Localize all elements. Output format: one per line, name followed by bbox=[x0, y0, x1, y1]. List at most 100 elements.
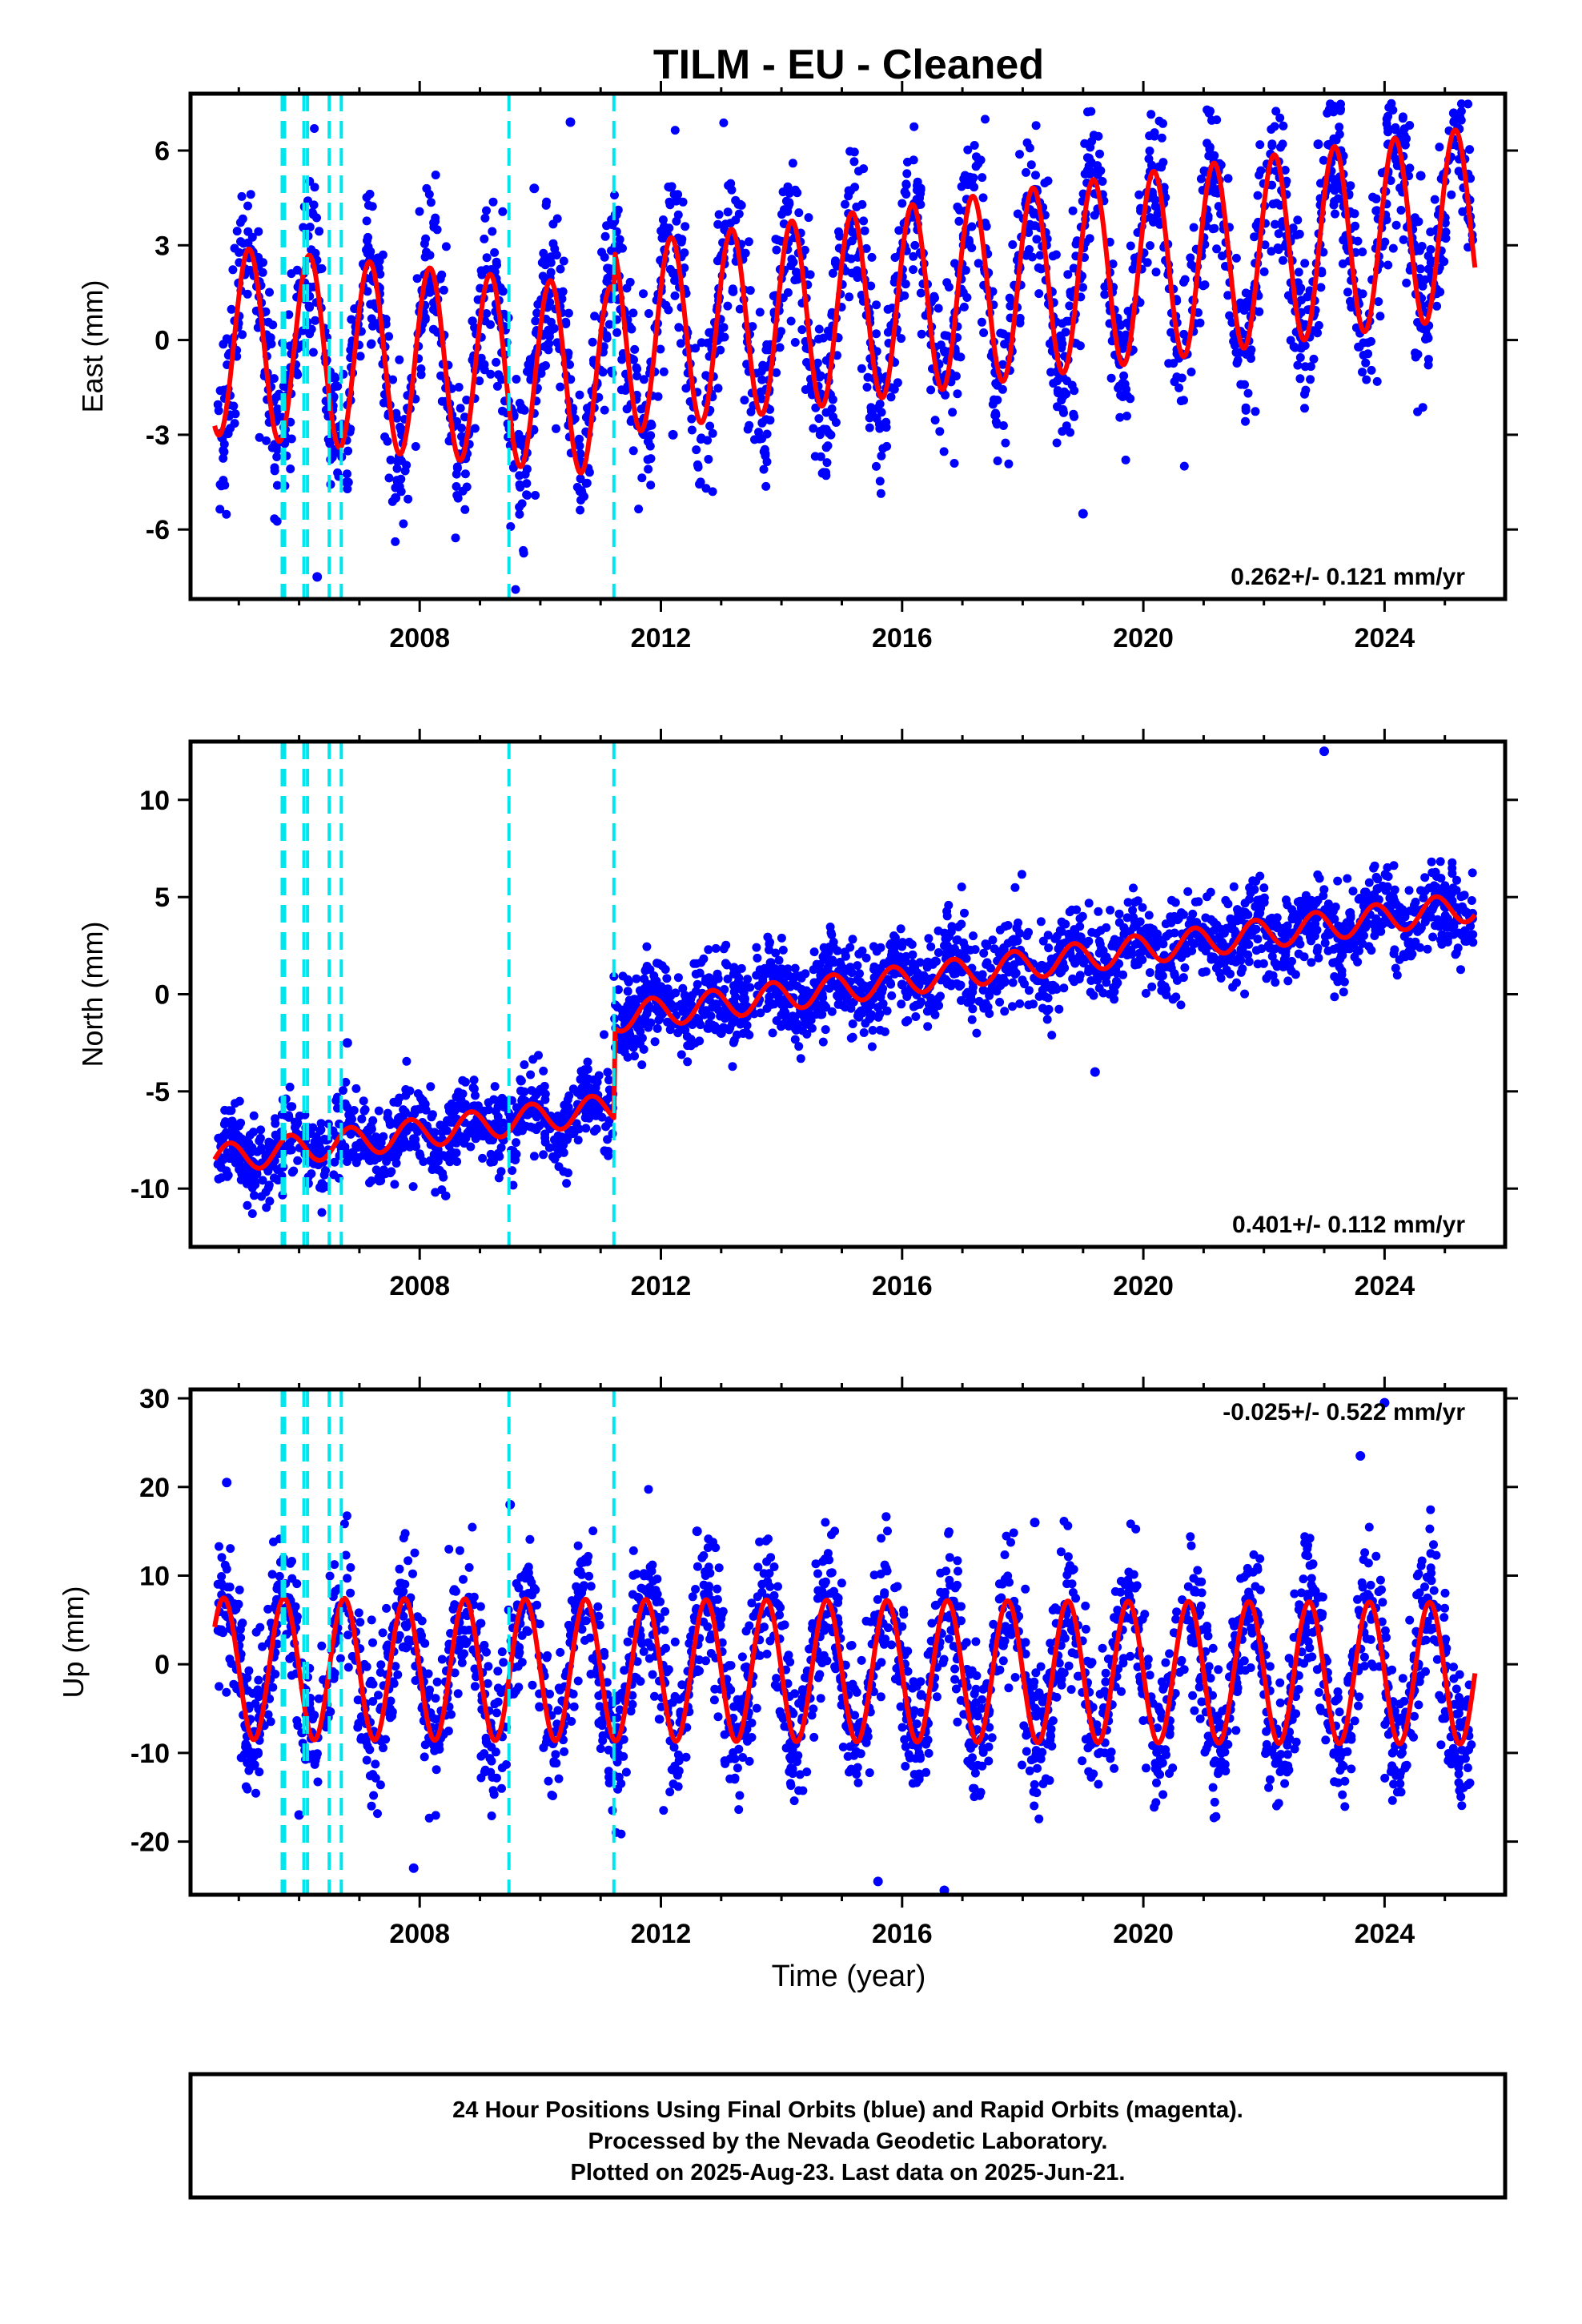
data-point bbox=[617, 355, 627, 364]
data-point bbox=[590, 312, 600, 321]
data-point bbox=[880, 1027, 889, 1036]
data-point bbox=[1319, 155, 1328, 165]
data-point bbox=[1323, 946, 1333, 955]
data-point bbox=[704, 455, 713, 464]
data-point bbox=[1452, 110, 1461, 119]
data-point bbox=[967, 1015, 977, 1024]
data-point bbox=[1061, 328, 1070, 337]
data-point bbox=[439, 1172, 448, 1182]
data-point bbox=[981, 999, 990, 1008]
data-point bbox=[691, 344, 701, 353]
data-point bbox=[634, 505, 644, 514]
data-point bbox=[783, 207, 793, 216]
data-point bbox=[951, 372, 961, 381]
data-point bbox=[452, 482, 461, 491]
data-point bbox=[1029, 209, 1038, 219]
data-point bbox=[1369, 863, 1379, 873]
data-point bbox=[978, 193, 988, 203]
y-tick-label: -3 bbox=[146, 420, 170, 451]
data-point bbox=[637, 473, 647, 483]
data-point bbox=[908, 950, 917, 959]
data-point-outlier bbox=[312, 572, 323, 582]
data-point bbox=[455, 1096, 464, 1104]
data-point bbox=[917, 997, 926, 1007]
data-point bbox=[665, 223, 674, 233]
data-point bbox=[1423, 331, 1431, 340]
data-point bbox=[1396, 206, 1406, 215]
data-point bbox=[1114, 384, 1123, 393]
data-point bbox=[1275, 113, 1285, 123]
data-point bbox=[830, 258, 840, 267]
data-point bbox=[755, 434, 765, 444]
data-point bbox=[804, 213, 813, 223]
data-point bbox=[978, 173, 987, 183]
data-point-outlier bbox=[1415, 171, 1426, 181]
data-point bbox=[517, 499, 527, 509]
data-point bbox=[1212, 244, 1222, 254]
data-point bbox=[531, 491, 540, 500]
data-point bbox=[1307, 958, 1316, 967]
data-point bbox=[492, 381, 502, 391]
data-point bbox=[1121, 455, 1130, 464]
data-point bbox=[916, 185, 926, 195]
data-point bbox=[1339, 987, 1348, 997]
data-point bbox=[422, 183, 432, 193]
data-point bbox=[562, 1179, 572, 1188]
data-point bbox=[998, 974, 1008, 983]
data-point-outlier bbox=[1078, 509, 1088, 519]
data-point bbox=[255, 1136, 264, 1146]
data-point bbox=[480, 234, 489, 243]
data-point bbox=[550, 244, 560, 254]
data-point bbox=[809, 947, 819, 957]
data-point bbox=[411, 442, 420, 451]
data-point bbox=[729, 1038, 738, 1047]
data-point bbox=[656, 344, 665, 354]
data-point bbox=[538, 271, 548, 281]
data-point bbox=[482, 206, 491, 215]
data-point bbox=[1311, 899, 1321, 907]
data-point bbox=[1186, 253, 1195, 263]
data-point bbox=[1316, 283, 1326, 292]
data-point bbox=[1238, 964, 1247, 974]
data-point bbox=[1186, 260, 1196, 269]
data-point bbox=[552, 424, 560, 433]
data-point bbox=[412, 274, 422, 283]
data-point bbox=[538, 362, 548, 372]
x-tick-label: 2012 bbox=[631, 623, 692, 653]
data-point bbox=[822, 458, 832, 468]
data-point bbox=[392, 464, 402, 473]
data-point bbox=[957, 883, 966, 891]
data-point bbox=[391, 537, 400, 546]
data-point bbox=[600, 1030, 608, 1039]
data-point bbox=[1054, 1004, 1064, 1014]
data-point bbox=[289, 1166, 299, 1176]
data-point bbox=[544, 345, 553, 355]
data-point bbox=[1343, 874, 1352, 883]
data-point bbox=[926, 942, 936, 951]
data-point bbox=[408, 1182, 418, 1192]
data-point bbox=[1165, 929, 1174, 939]
data-point bbox=[272, 480, 282, 490]
data-point bbox=[460, 1077, 470, 1087]
data-point bbox=[846, 1033, 856, 1043]
data-point bbox=[942, 907, 952, 916]
data-point bbox=[1032, 235, 1042, 244]
data-point bbox=[443, 1116, 452, 1125]
y-tick-label: 3 bbox=[155, 231, 170, 261]
data-point bbox=[1458, 902, 1467, 911]
data-point bbox=[867, 407, 876, 416]
data-point bbox=[1358, 247, 1367, 257]
data-point bbox=[950, 944, 959, 954]
data-point bbox=[1208, 224, 1218, 234]
data-point bbox=[639, 289, 648, 299]
data-point bbox=[452, 1148, 461, 1158]
data-point bbox=[1432, 301, 1442, 311]
data-point bbox=[1359, 351, 1368, 360]
data-point bbox=[859, 1028, 869, 1037]
data-point bbox=[1052, 931, 1062, 941]
data-point bbox=[646, 480, 656, 490]
data-point bbox=[213, 400, 223, 409]
data-point bbox=[564, 308, 573, 318]
data-point bbox=[216, 1163, 226, 1172]
data-point bbox=[347, 1115, 356, 1124]
